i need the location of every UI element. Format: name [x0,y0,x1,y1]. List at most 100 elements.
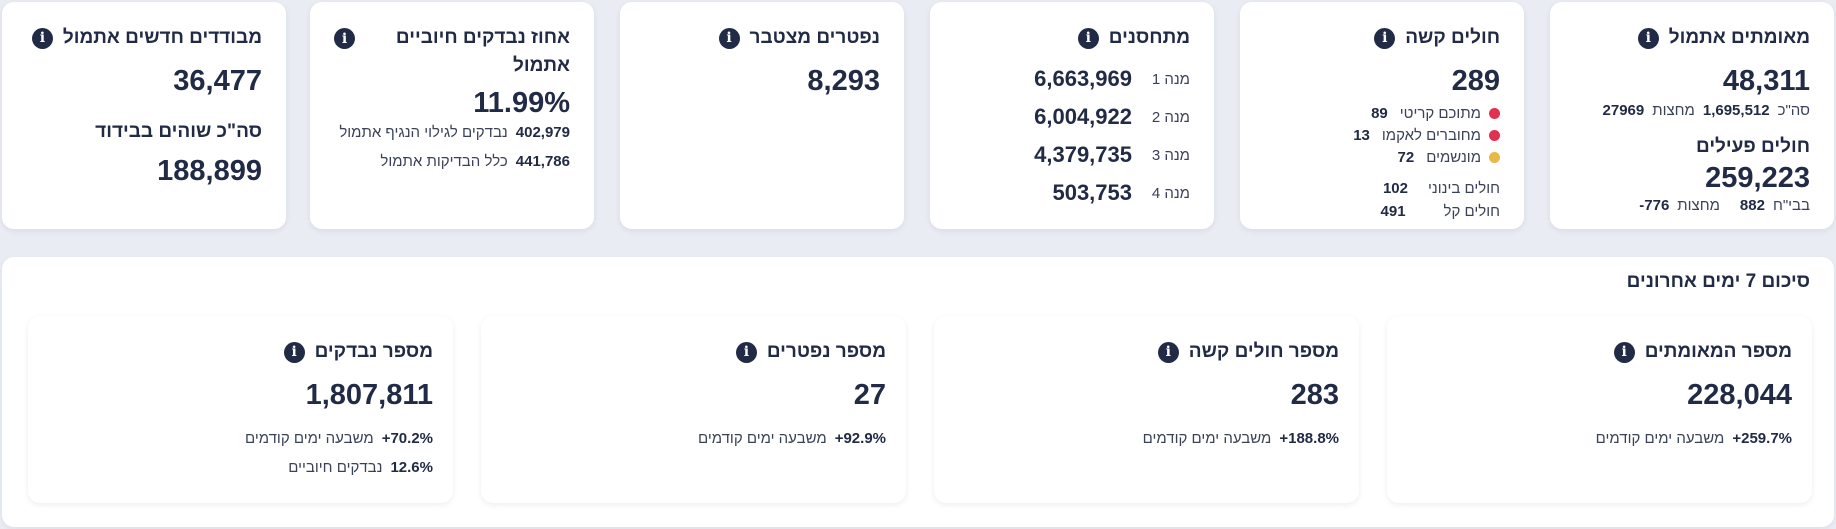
active-since-midnight-label: מחצות [1677,197,1720,214]
severe-item-label: מונשמים [1426,148,1481,166]
since-midnight-label: מחצות [1652,102,1695,119]
moderate-value: 102 [1382,180,1408,197]
deaths-value: 8,293 [807,65,880,97]
card-title: מספר נפטרים [766,341,886,362]
severe-item-critical: מתוכם קריטי 89 [1264,102,1500,124]
active-breakdown: בבי"ח 882 מחצות -776 [1574,197,1810,214]
info-icon[interactable]: i [1077,27,1099,49]
change-value: +259.7% [1732,430,1792,447]
summary-value: 228,044 [1687,379,1792,411]
card-title: אחוז נבדקים חיוביים אתמול [395,27,570,76]
severe-item-value: 72 [1397,148,1415,166]
change-label: משבעה ימים קודמים [1142,430,1272,447]
card-title: חולים קשה [1405,27,1500,48]
severe-items-list: מתוכם קריטי 89 מחוברים לאקמו 13 מונשמים … [1264,102,1500,168]
moderate-row: חולים בינוני 102 [1264,180,1500,197]
summary-card-severe: מספר חולים קשה i 283 +188.8% משבעה ימים … [934,316,1359,503]
change-value: +188.8% [1279,430,1339,447]
tested-yesterday-row: 402,979 נבדקים לגילוי הנגיף אתמול [334,124,570,141]
dose-value: 503,753 [1052,180,1132,205]
card-vaccinated: מתחסנים i מנה 1 6,663,969 מנה 2 6,004,92… [930,2,1214,229]
card-title-row: נפטרים מצטבר i [644,24,880,52]
card-title-row: מתחסנים i [954,24,1190,52]
dose-row: מנה 1 6,663,969 [954,60,1190,98]
change-row: +188.8% משבעה ימים קודמים [954,430,1339,447]
card-title-row: מבודדים חדשים אתמול i [26,24,262,52]
isolated-total-title: סה"כ שוהים בבידוד [95,121,262,142]
total-value: 1,695,512 [1702,102,1770,119]
severe-item-label: מתוכם קריטי [1399,104,1481,122]
info-icon[interactable]: i [1637,27,1659,49]
hospital-value: 882 [1739,197,1765,214]
summary-value: 1,807,811 [305,379,433,411]
moderate-label: חולים בינוני [1428,180,1500,197]
all-tests-row: 441,786 כלל הבדיקות אתמול [334,153,570,170]
card-severe: חולים קשה i 289 מתוכם קריטי 89 מחוברים ל… [1240,2,1524,229]
card-deaths-cumulative: נפטרים מצטבר i 8,293 [620,2,904,229]
status-dot [1489,107,1500,119]
info-icon[interactable]: i [1374,27,1396,49]
verified-value: 48,311 [1722,65,1810,97]
card-title-row: מספר חולים קשה i [954,338,1339,366]
mild-row: חולים קל 491 [1264,203,1500,220]
card-title: מתחסנים [1108,27,1190,48]
tested-yesterday-value: 402,979 [515,124,570,141]
summary-value: 283 [1290,379,1339,411]
status-dot [1489,129,1500,141]
dose-row: מנה 3 4,379,735 [954,136,1190,174]
card-title: מבודדים חדשים אתמול [62,27,262,48]
status-dot [1489,151,1500,163]
summary-card-tested: מספר נבדקים i 1,807,811 +70.2% משבעה ימי… [28,316,453,503]
isolated-value: 36,477 [173,65,262,97]
info-icon[interactable]: i [283,341,305,363]
active-since-midnight-value: -776 [1639,197,1670,214]
tested-yesterday-label: נבדקים לגילוי הנגיף אתמול [339,124,508,141]
card-title: נפטרים מצטבר [749,27,880,48]
card-title: מספר נבדקים [314,341,433,362]
info-icon[interactable]: i [334,28,355,49]
severe-item-ecmo: מחוברים לאקמו 13 [1264,124,1500,146]
card-positive-percent: אחוז נבדקים חיוביים אתמול i 11.99% 402,9… [310,2,594,229]
dose-row: מנה 4 503,753 [954,174,1190,212]
info-icon[interactable]: i [718,27,740,49]
change-label: משבעה ימים קודמים [244,430,374,447]
card-title-row: מספר המאומתים i [1407,338,1792,366]
info-icon[interactable]: i [1157,341,1179,363]
summary-title: סיכום 7 ימים אחרונים [1626,271,1810,292]
card-isolated: מבודדים חדשים אתמול i 36,477 סה"כ שוהים … [2,2,286,229]
severe-item-ventilated: מונשמים 72 [1264,146,1500,168]
summary-card-verified: מספר המאומתים i 228,044 +259.7% משבעה ימ… [1387,316,1812,503]
positive-percent-value: 11.99% [473,87,570,119]
dose-label: מנה 3 [1151,146,1190,164]
summary-value: 27 [853,379,886,411]
verified-breakdown: סה"כ 1,695,512 מחצות 27969 [1574,102,1810,119]
change-row: +70.2% משבעה ימים קודמים [48,430,433,447]
info-icon[interactable]: i [1613,341,1635,363]
severe-item-label: מחוברים לאקמו [1381,126,1481,144]
severe-item-value: 89 [1371,104,1388,122]
since-midnight-value: 27969 [1602,102,1645,119]
active-title: חולים פעילים [1696,136,1810,157]
positive-label: נבדקים חיוביים [288,459,383,476]
change-row: +259.7% משבעה ימים קודמים [1407,430,1792,447]
severe-item-value: 13 [1353,126,1370,144]
dose-row: מנה 2 6,004,922 [954,98,1190,136]
change-value: +92.9% [834,430,886,447]
card-title: מספר חולים קשה [1188,341,1339,362]
positive-row: 12.6% נבדקים חיוביים [48,459,433,476]
info-icon[interactable]: i [735,341,757,363]
dose-label: מנה 2 [1151,108,1190,126]
positive-value: 12.6% [390,459,433,476]
card-title-row: חולים קשה i [1264,24,1500,52]
mild-label: חולים קל [1443,203,1500,220]
change-label: משבעה ימים קודמים [697,430,827,447]
card-title-row: מספר נפטרים i [501,338,886,366]
change-row: +92.9% משבעה ימים קודמים [501,430,886,447]
card-title-row: מאומתים אתמול i [1574,24,1810,52]
doses-list: מנה 1 6,663,969 מנה 2 6,004,922 מנה 3 4,… [954,60,1190,212]
card-title-row: מספר נבדקים i [48,338,433,366]
card-verified-yesterday: מאומתים אתמול i 48,311 סה"כ 1,695,512 מח… [1550,2,1834,229]
hospital-label: בבי"ח [1772,197,1810,214]
info-icon[interactable]: i [31,27,53,49]
dose-value: 6,004,922 [1034,104,1132,129]
